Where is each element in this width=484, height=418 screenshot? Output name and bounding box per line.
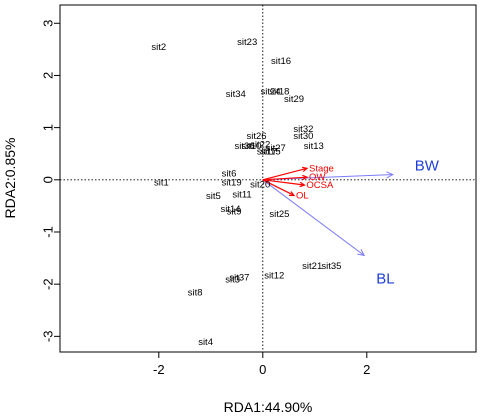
site-label: sit6 — [222, 168, 237, 179]
site-label: sit3 — [225, 274, 240, 285]
site-label: sit35 — [321, 261, 341, 272]
env-vector-arrow-shaft — [262, 179, 305, 186]
site-label: sit11 — [232, 190, 251, 201]
site-label: sit30 — [293, 131, 313, 142]
site-label: sit19 — [222, 178, 242, 189]
bio-vector-arrow-head — [386, 171, 394, 179]
site-label: sit37 — [229, 273, 249, 284]
bio-vector-label: BL — [376, 270, 394, 287]
bio-vector-label: BW — [415, 158, 440, 175]
site-label: sit1 — [154, 178, 169, 189]
env-vector-arrow-shaft — [262, 179, 295, 196]
y-axis-title: RDA2:0.85% — [2, 138, 18, 219]
y-tick-label: 3 — [41, 20, 56, 27]
env-vector-arrow-head — [302, 174, 309, 181]
env-vector-label: OW — [309, 172, 325, 183]
site-label: sit8 — [188, 287, 203, 298]
y-tick-label: -2 — [41, 278, 56, 290]
site-label: sit23 — [237, 37, 257, 48]
bio-vector-arrow-shaft — [262, 179, 365, 256]
site-label: sit34 — [226, 89, 246, 100]
site-label: sit15 — [261, 146, 281, 157]
biological-vectors: BW BL — [262, 158, 440, 287]
site-label: sit22 — [250, 140, 270, 151]
env-vector-arrow-shaft — [262, 176, 308, 181]
y-axis: -3 -2 -1 0 1 2 3 — [41, 20, 60, 342]
y-tick-label: 1 — [41, 124, 56, 131]
site-label: sit14 — [221, 204, 241, 215]
site-label: sit17 — [257, 146, 277, 157]
y-tick-label: -3 — [41, 331, 56, 343]
y-tick-label: 0 — [41, 176, 56, 183]
x-axis-title: RDA1:44.90% — [224, 399, 313, 415]
site-label: sit36 — [235, 141, 255, 152]
site-label: sit20 — [250, 179, 270, 190]
site-label: sit18 — [269, 86, 289, 97]
site-label: sit4 — [198, 337, 213, 348]
site-label: sit32 — [293, 124, 313, 135]
y-tick-label: 2 — [41, 72, 56, 79]
plot-frame — [59, 4, 477, 353]
site-label: sit10 — [241, 141, 261, 152]
site-label: sit29 — [284, 94, 304, 105]
site-label: sit2 — [151, 42, 166, 53]
env-vector-arrow-head — [301, 166, 309, 173]
site-label: sit21 — [302, 261, 322, 272]
x-tick-label: 2 — [363, 362, 370, 377]
env-vector-arrow-head — [299, 181, 306, 188]
site-label: sit5 — [206, 191, 221, 202]
x-tick-label: 0 — [259, 362, 266, 377]
site-label: sit12 — [264, 271, 284, 282]
env-vector-label: OL — [296, 190, 309, 201]
env-vector-arrow-head — [288, 191, 296, 197]
site-label: sit24 — [261, 86, 281, 97]
env-vector-arrow-shaft — [262, 167, 308, 181]
site-label: sit27 — [266, 143, 286, 154]
site-label: sit26 — [247, 131, 267, 142]
y-tick-label: -1 — [41, 226, 56, 238]
site-label: sit13 — [304, 141, 324, 152]
bio-vector-arrow-head — [357, 249, 366, 257]
x-axis: -2 0 2 — [153, 352, 370, 377]
x-tick-label: -2 — [153, 362, 165, 377]
site-label: sit16 — [271, 56, 291, 67]
site-label: sit9 — [227, 206, 242, 217]
env-vector-label: Stage — [309, 163, 334, 174]
site-label: sit25 — [269, 209, 289, 220]
env-vector-label: OCSA — [306, 180, 334, 191]
